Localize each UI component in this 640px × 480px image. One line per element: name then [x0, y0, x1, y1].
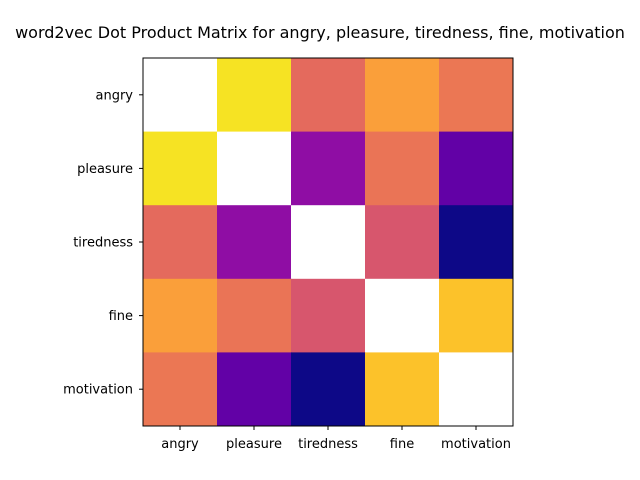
heatmap-cell-fine-motivation	[439, 278, 514, 353]
x-tick-label: motivation	[441, 437, 511, 452]
heatmap-cells	[143, 58, 514, 427]
heatmap-cell-tiredness-pleasure	[217, 205, 292, 280]
heatmap-cell-tiredness-tiredness	[291, 205, 366, 280]
heatmap-cell-pleasure-pleasure	[217, 131, 292, 206]
heatmap-cell-pleasure-angry	[143, 131, 218, 206]
heatmap-cell-motivation-tiredness	[291, 352, 366, 427]
heatmap-cell-fine-angry	[143, 278, 218, 353]
y-tick-label: pleasure	[77, 162, 133, 177]
y-tick-label: motivation	[63, 383, 133, 398]
heatmap-cell-tiredness-motivation	[439, 205, 514, 280]
y-tick-label: angry	[96, 88, 134, 103]
heatmap-cell-angry-angry	[143, 58, 218, 133]
heatmap-cell-motivation-angry	[143, 352, 218, 427]
x-tick-label: pleasure	[226, 437, 282, 452]
heatmap-cell-tiredness-fine	[365, 205, 440, 280]
x-tick-label: fine	[390, 437, 414, 452]
heatmap-cell-angry-fine	[365, 58, 440, 133]
plot-frame	[142, 57, 514, 427]
heatmap-cell-motivation-fine	[365, 352, 440, 427]
heatmap-cell-motivation-pleasure	[217, 352, 292, 427]
x-axis-ticks: angry pleasure tiredness fine motivation	[161, 426, 511, 452]
heatmap-cell-fine-fine	[365, 278, 440, 353]
heatmap-cell-angry-motivation	[439, 58, 514, 133]
y-tick-label: fine	[109, 309, 133, 324]
heatmap-cell-pleasure-fine	[365, 131, 440, 206]
heatmap-cell-angry-pleasure	[217, 58, 292, 133]
x-tick-label: angry	[161, 437, 199, 452]
y-axis-ticks: angry pleasure tiredness fine motivation	[63, 88, 143, 398]
heatmap-cell-angry-tiredness	[291, 58, 366, 133]
y-tick-label: tiredness	[73, 236, 133, 251]
heatmap-cell-motivation-motivation	[439, 352, 514, 427]
heatmap-cell-pleasure-motivation	[439, 131, 514, 206]
heatmap-cell-fine-pleasure	[217, 278, 292, 353]
heatmap-cell-tiredness-angry	[143, 205, 218, 280]
heatmap-cell-fine-tiredness	[291, 278, 366, 353]
chart-title: word2vec Dot Product Matrix for angry, p…	[15, 23, 625, 42]
heatmap-cell-pleasure-tiredness	[291, 131, 366, 206]
x-tick-label: tiredness	[298, 437, 358, 452]
